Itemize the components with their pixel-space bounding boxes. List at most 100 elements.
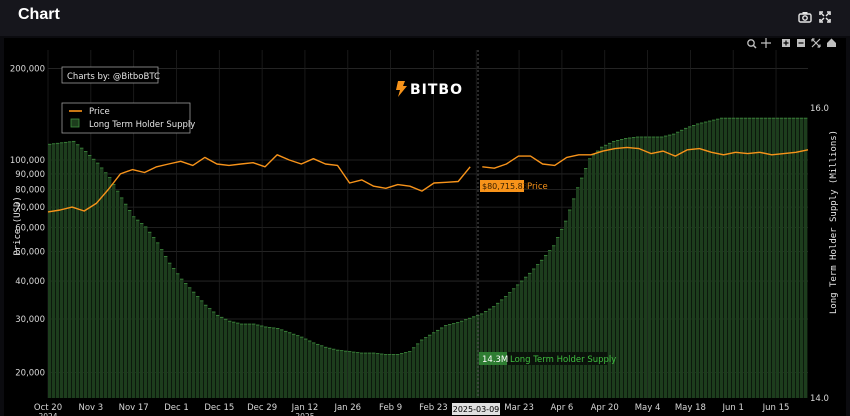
supply-bar xyxy=(772,118,776,399)
x-tick-sublabel: 2024 xyxy=(38,412,57,416)
hover-supply-value: 14.3M xyxy=(482,355,508,365)
supply-bar xyxy=(248,324,252,398)
hover-price-name: Price xyxy=(527,182,548,192)
supply-bar xyxy=(436,330,440,398)
supply-bar xyxy=(648,137,652,398)
supply-bar xyxy=(172,268,176,398)
supply-bar xyxy=(320,345,324,398)
supply-bar xyxy=(600,147,604,398)
supply-bar xyxy=(328,348,332,398)
supply-bar xyxy=(132,216,136,398)
x-tick-label: May 4 xyxy=(635,403,661,413)
supply-bar xyxy=(184,283,188,398)
supply-bar xyxy=(640,137,644,398)
zoom-in-icon[interactable] xyxy=(782,39,790,47)
supply-bar xyxy=(76,144,80,398)
supply-bar xyxy=(636,137,640,398)
supply-bar xyxy=(776,118,780,399)
x-tick-label: Feb 23 xyxy=(419,403,448,413)
supply-bar xyxy=(708,121,712,399)
supply-bar xyxy=(504,296,508,398)
x-tick-label: Apr 20 xyxy=(591,403,619,413)
home-icon[interactable] xyxy=(827,38,836,48)
supply-bar xyxy=(608,143,612,398)
supply-bar xyxy=(580,178,584,398)
credit-text: Charts by: @BitboBTC xyxy=(67,72,160,82)
supply-bar xyxy=(228,321,232,398)
autoscale-icon[interactable] xyxy=(811,38,821,48)
supply-bar xyxy=(568,209,572,398)
supply-bar xyxy=(692,125,696,399)
supply-bar xyxy=(564,221,568,398)
supply-bar xyxy=(356,352,360,398)
supply-bar xyxy=(464,319,468,398)
supply-bar xyxy=(736,118,740,399)
supply-bar xyxy=(540,260,544,398)
supply-bar xyxy=(236,323,240,398)
supply-bar xyxy=(748,118,752,399)
supply-bar xyxy=(120,197,124,398)
supply-bar xyxy=(104,172,108,398)
supply-bar xyxy=(280,329,284,398)
supply-bar xyxy=(572,198,576,398)
supply-bar xyxy=(232,322,236,398)
bitbo-logo: BITBO xyxy=(396,81,462,98)
supply-bar xyxy=(176,273,180,398)
supply-bar xyxy=(100,167,104,398)
fullscreen-icon[interactable] xyxy=(818,10,832,24)
supply-bar xyxy=(344,351,348,398)
supply-bar xyxy=(384,354,388,398)
supply-bar xyxy=(740,118,744,399)
supply-bar xyxy=(632,137,636,398)
supply-bar xyxy=(652,137,656,398)
supply-bar xyxy=(412,347,416,398)
supply-bar xyxy=(752,118,756,399)
hover-x-label: 2025-03-09 xyxy=(452,403,500,415)
supply-bar xyxy=(788,118,792,399)
zoom-out-icon[interactable] xyxy=(797,39,805,47)
supply-bar xyxy=(424,337,428,398)
supply-bar xyxy=(560,229,564,398)
supply-bar xyxy=(64,142,68,398)
legend-item-supply[interactable]: Long Term Holder Supply xyxy=(70,118,195,130)
camera-icon[interactable] xyxy=(798,10,812,24)
supply-bar xyxy=(716,119,720,398)
supply-bar xyxy=(72,141,76,398)
app-title: Chart xyxy=(18,6,60,23)
y-right-tick-label: 14.0 xyxy=(810,394,829,404)
supply-bar xyxy=(712,120,716,398)
supply-bar xyxy=(720,118,724,399)
credit-box: Charts by: @BitboBTC xyxy=(61,66,160,84)
supply-bar xyxy=(112,184,116,398)
supply-bar xyxy=(452,323,456,398)
supply-bar xyxy=(660,137,664,398)
supply-bar xyxy=(684,128,688,399)
supply-bar xyxy=(728,118,732,399)
supply-bar xyxy=(784,118,788,399)
supply-bar xyxy=(128,210,132,398)
supply-bar xyxy=(508,292,512,398)
supply-bar xyxy=(68,141,72,399)
zoom-icon[interactable] xyxy=(747,39,757,49)
bitbo-logo-icon xyxy=(396,81,407,97)
pan-icon[interactable] xyxy=(761,38,771,48)
supply-bar xyxy=(584,168,588,398)
x-axis: Oct 202024 Nov 3 Nov 17 Dec 1 Dec 15 Dec 29 Ja… xyxy=(34,403,790,416)
supply-bar xyxy=(276,328,280,398)
y-left-tick-label: 40,000 xyxy=(15,277,45,287)
supply-bar xyxy=(768,118,772,399)
supply-bar xyxy=(800,118,804,399)
legend-price-label: Price xyxy=(89,107,110,117)
supply-bar xyxy=(156,242,160,398)
y-left-tick-label: 80,000 xyxy=(15,185,45,195)
legend-item-price[interactable]: Price xyxy=(69,107,110,117)
hover-price-value: $80,715.83 xyxy=(482,182,528,191)
supply-bar xyxy=(84,151,88,398)
x-tick-label: May 18 xyxy=(675,403,706,413)
supply-bar xyxy=(764,118,768,399)
supply-bar xyxy=(536,264,540,398)
price-line xyxy=(47,146,809,213)
supply-bar xyxy=(624,138,628,398)
supply-bar xyxy=(92,159,96,398)
